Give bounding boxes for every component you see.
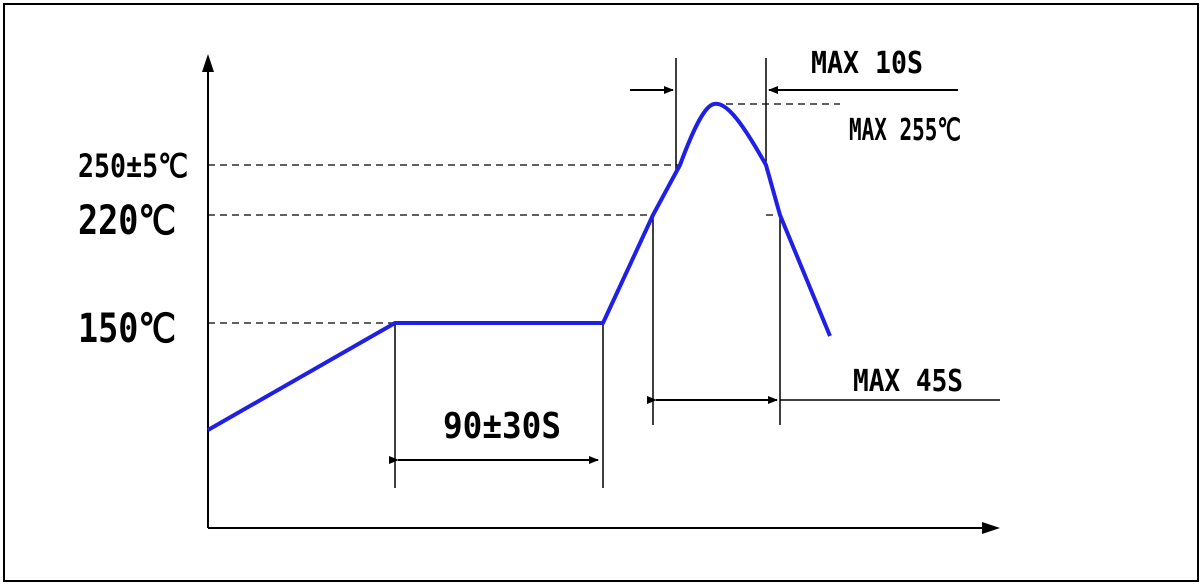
label-250: 250±5℃ (78, 147, 188, 185)
label-soak-time: 90±30S (443, 406, 561, 447)
label-220: 220℃ (78, 198, 176, 244)
x-axis-arrow (982, 522, 1000, 534)
label-peak-temp: MAX 255℃ (849, 113, 961, 148)
label-peak-window: MAX 10S (811, 46, 923, 81)
diagram-border (3, 3, 1199, 582)
label-150: 150℃ (78, 306, 176, 352)
y-axis-arrow (202, 54, 214, 72)
label-above-liquidus: MAX 45S (853, 364, 963, 399)
reflow-profile-curve (207, 101, 832, 432)
